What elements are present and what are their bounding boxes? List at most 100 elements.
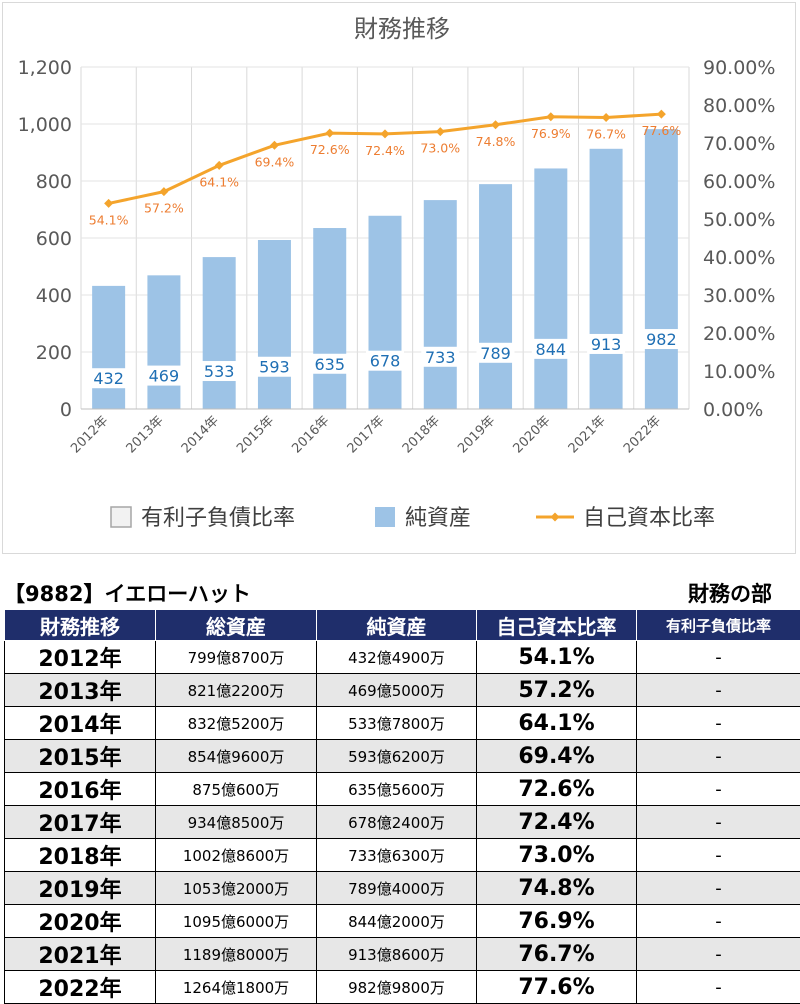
line-data-label: 69.4%	[255, 154, 295, 169]
cell-year: 2017年	[5, 806, 156, 839]
cell-net-assets: 432億4900万	[317, 641, 477, 674]
bar-data-label: 469	[149, 367, 180, 386]
chart-title: 財務推移	[354, 15, 450, 43]
cell-debt-ratio: -	[637, 674, 800, 707]
line-data-label: 57.2%	[144, 201, 184, 216]
y-right-tick-label: 10.00%	[703, 361, 775, 383]
cell-debt-ratio: -	[637, 905, 800, 938]
cell-debt-ratio: -	[637, 971, 800, 1004]
cell-net-assets: 844億2000万	[317, 905, 477, 938]
cell-net-assets: 678億2400万	[317, 806, 477, 839]
x-tick-label: 2022年	[621, 413, 664, 456]
bar-data-label: 678	[370, 352, 401, 371]
cell-total-assets: 875億600万	[156, 773, 317, 806]
legend-label-net-assets: 純資産	[405, 506, 471, 531]
bar-net-assets	[369, 216, 402, 409]
cell-net-assets: 913億8600万	[317, 938, 477, 971]
line-data-label: 77.6%	[642, 123, 682, 138]
x-tick-label: 2012年	[68, 413, 111, 456]
cell-total-assets: 799億8700万	[156, 641, 317, 674]
line-point-marker	[491, 120, 500, 129]
table-header: 財務推移 総資産 純資産 自己資本比率 有利子負債比率	[5, 610, 800, 641]
cell-net-assets: 469億5000万	[317, 674, 477, 707]
line-data-label: 73.0%	[420, 141, 460, 156]
x-tick-label: 2016年	[289, 413, 332, 456]
cell-debt-ratio: -	[637, 707, 800, 740]
cell-year: 2015年	[5, 740, 156, 773]
y-right-tick-label: 20.00%	[703, 323, 775, 345]
legend-label-debt-ratio: 有利子負債比率	[141, 506, 295, 531]
y-left-tick-label: 1,000	[18, 114, 72, 136]
cell-debt-ratio: -	[637, 740, 800, 773]
cell-year: 2016年	[5, 773, 156, 806]
cell-net-assets: 635億5600万	[317, 773, 477, 806]
cell-net-assets: 593億6200万	[317, 740, 477, 773]
y-right-tick-label: 80.00%	[703, 95, 775, 117]
cell-year: 2012年	[5, 641, 156, 674]
bar-data-label: 533	[204, 362, 235, 381]
col-header-period: 財務推移	[5, 610, 156, 641]
cell-equity-ratio: 54.1%	[477, 641, 637, 674]
line-point-marker	[602, 113, 611, 122]
cell-net-assets: 533億7800万	[317, 707, 477, 740]
cell-total-assets: 1095億6000万	[156, 905, 317, 938]
line-data-label: 54.1%	[89, 212, 129, 227]
bar-data-label: 432	[93, 369, 124, 388]
cell-year: 2022年	[5, 971, 156, 1004]
bar-data-label: 844	[536, 340, 567, 359]
cell-total-assets: 1002億8600万	[156, 839, 317, 872]
cell-equity-ratio: 77.6%	[477, 971, 637, 1004]
bar-data-label: 789	[480, 344, 511, 363]
y-left-tick-label: 1,200	[18, 57, 72, 79]
bar-data-label: 635	[314, 355, 345, 374]
cell-debt-ratio: -	[637, 938, 800, 971]
bar-net-assets	[92, 286, 125, 409]
x-tick-label: 2013年	[124, 413, 167, 456]
line-data-label: 64.1%	[199, 174, 239, 189]
y-right-tick-label: 50.00%	[703, 209, 775, 231]
bar-data-label: 733	[425, 348, 456, 367]
cell-equity-ratio: 72.6%	[477, 773, 637, 806]
y-left-tick-label: 400	[36, 285, 72, 307]
bar-net-assets	[645, 129, 678, 409]
line-point-marker	[104, 199, 113, 208]
bar-data-label: 982	[646, 330, 677, 349]
y-left-tick-label: 800	[36, 171, 72, 193]
cell-debt-ratio: -	[637, 806, 800, 839]
cell-year: 2013年	[5, 674, 156, 707]
cell-equity-ratio: 64.1%	[477, 707, 637, 740]
line-point-marker	[270, 141, 279, 150]
col-header-net-assets: 純資産	[317, 610, 477, 641]
cell-debt-ratio: -	[637, 773, 800, 806]
cell-year: 2021年	[5, 938, 156, 971]
cell-net-assets: 733億6300万	[317, 839, 477, 872]
bar-net-assets	[203, 257, 236, 409]
y-left-tick-label: 600	[36, 228, 72, 250]
y-right-tick-label: 30.00%	[703, 285, 775, 307]
cell-year: 2014年	[5, 707, 156, 740]
line-data-label: 72.6%	[310, 142, 350, 157]
cell-equity-ratio: 72.4%	[477, 806, 637, 839]
x-tick-label: 2017年	[345, 413, 388, 456]
cell-year: 2018年	[5, 839, 156, 872]
line-point-marker	[546, 112, 555, 121]
cell-total-assets: 934億8500万	[156, 806, 317, 839]
line-point-marker	[325, 129, 334, 138]
cell-equity-ratio: 57.2%	[477, 674, 637, 707]
x-tick-label: 2015年	[234, 413, 277, 456]
cell-total-assets: 1189億8000万	[156, 938, 317, 971]
legend-marker-point	[551, 513, 560, 522]
legend-label-equity-ratio: 自己資本比率	[583, 506, 715, 531]
legend-marker-net-assets	[375, 507, 395, 527]
cell-equity-ratio: 76.7%	[477, 938, 637, 971]
cell-net-assets: 982億9800万	[317, 971, 477, 1004]
x-tick-label: 2019年	[455, 413, 498, 456]
section-label: 財務の部	[688, 578, 772, 608]
